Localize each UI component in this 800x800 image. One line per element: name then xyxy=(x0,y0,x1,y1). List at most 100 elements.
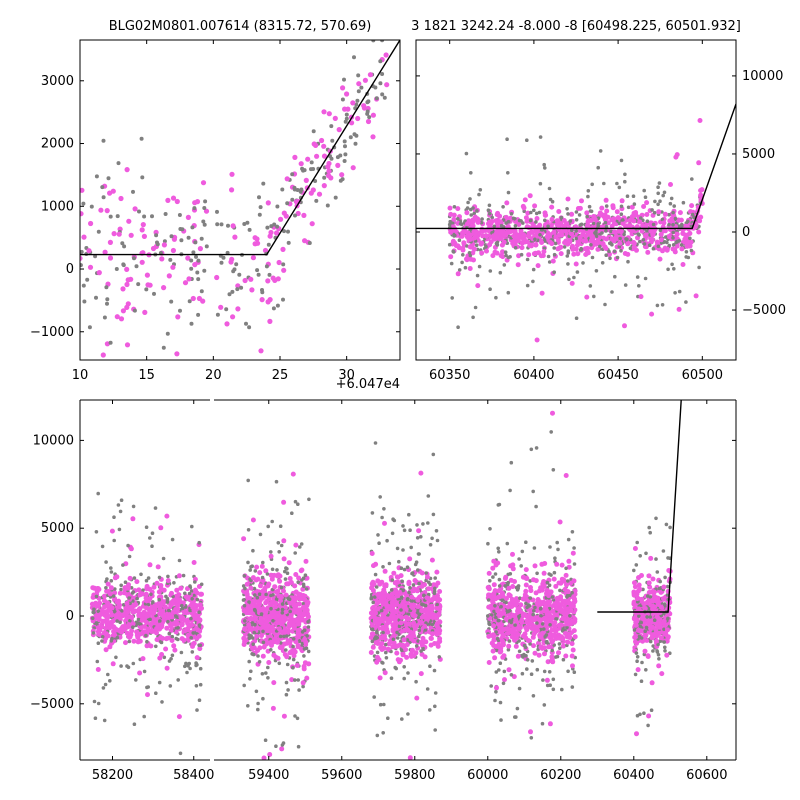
point-magenta xyxy=(539,240,545,245)
point-magenta xyxy=(235,306,241,312)
point-gray xyxy=(402,567,407,572)
point-gray xyxy=(499,223,504,228)
point-gray xyxy=(150,531,155,535)
point-magenta xyxy=(649,237,655,243)
point-gray xyxy=(131,189,135,194)
point-magenta xyxy=(296,621,302,627)
point-gray xyxy=(261,181,266,186)
point-magenta xyxy=(298,617,304,623)
point-gray xyxy=(108,679,112,683)
point-magenta xyxy=(98,207,104,213)
point-magenta xyxy=(125,610,131,615)
point-magenta xyxy=(281,267,287,273)
point-gray xyxy=(416,608,420,612)
point-gray xyxy=(261,629,265,634)
point-magenta xyxy=(599,205,605,211)
point-magenta xyxy=(126,218,132,224)
point-gray xyxy=(433,691,438,695)
point-gray xyxy=(279,585,284,590)
point-magenta xyxy=(131,638,137,644)
point-gray xyxy=(456,217,460,221)
point-magenta xyxy=(124,342,131,348)
point-gray xyxy=(503,250,508,254)
point-gray xyxy=(134,678,138,682)
point-gray xyxy=(181,573,186,578)
point-gray xyxy=(380,515,384,520)
point-gray xyxy=(574,210,579,214)
point-gray xyxy=(161,556,166,561)
point-magenta xyxy=(515,653,521,659)
point-gray xyxy=(227,292,232,297)
point-magenta xyxy=(412,613,418,619)
point-gray xyxy=(298,545,302,549)
point-magenta xyxy=(248,276,254,282)
point-magenta xyxy=(196,633,202,639)
point-gray xyxy=(400,579,405,584)
point-gray xyxy=(607,249,611,254)
point-gray xyxy=(242,222,247,226)
point-gray xyxy=(154,233,159,238)
point-gray xyxy=(253,593,257,597)
point-gray xyxy=(393,665,398,670)
point-gray xyxy=(131,504,136,509)
point-magenta xyxy=(553,583,559,589)
point-magenta xyxy=(260,595,265,601)
point-gray xyxy=(260,575,265,580)
point-gray xyxy=(100,544,105,549)
point-magenta xyxy=(682,236,688,242)
point-gray xyxy=(189,589,194,593)
point-gray xyxy=(275,568,279,572)
point-magenta xyxy=(404,654,410,660)
point-magenta xyxy=(96,616,102,621)
point-magenta xyxy=(581,238,586,244)
point-gray xyxy=(168,684,173,688)
point-gray xyxy=(473,305,478,310)
point-gray xyxy=(376,533,380,537)
point-magenta xyxy=(400,643,406,649)
point-gray xyxy=(604,253,608,257)
point-gray xyxy=(486,598,491,602)
point-magenta xyxy=(295,210,301,217)
point-gray xyxy=(574,229,578,233)
point-gray xyxy=(245,220,250,225)
point-magenta xyxy=(282,626,288,632)
point-gray xyxy=(517,557,521,561)
point-magenta xyxy=(196,617,202,623)
point-gray xyxy=(162,239,167,244)
point-magenta xyxy=(169,638,175,643)
point-gray xyxy=(608,256,612,261)
point-gray xyxy=(170,537,175,542)
point-gray xyxy=(415,523,419,527)
point-magenta xyxy=(175,606,181,612)
point-gray xyxy=(189,616,193,621)
point-magenta xyxy=(422,654,428,660)
point-magenta xyxy=(192,587,198,593)
point-magenta xyxy=(570,647,576,653)
point-gray xyxy=(100,635,105,639)
point-gray xyxy=(488,287,492,292)
points-season xyxy=(485,410,578,740)
point-gray xyxy=(505,137,509,141)
point-gray xyxy=(125,664,129,668)
point-magenta xyxy=(249,609,255,615)
point-gray xyxy=(306,625,311,629)
point-gray xyxy=(247,325,252,330)
point-gray xyxy=(286,688,290,692)
point-gray xyxy=(384,656,389,660)
point-gray xyxy=(484,244,488,249)
point-gray xyxy=(146,576,151,580)
point-magenta xyxy=(166,614,172,620)
point-gray xyxy=(460,260,464,265)
point-gray xyxy=(381,731,386,735)
point-magenta xyxy=(276,626,282,632)
point-gray xyxy=(89,204,94,209)
point-magenta xyxy=(688,239,694,245)
point-magenta xyxy=(382,520,387,526)
point-magenta xyxy=(262,614,268,620)
point-gray xyxy=(586,194,590,199)
point-gray xyxy=(419,535,423,539)
point-gray xyxy=(546,254,551,259)
point-gray xyxy=(469,171,473,175)
point-magenta xyxy=(649,311,655,317)
